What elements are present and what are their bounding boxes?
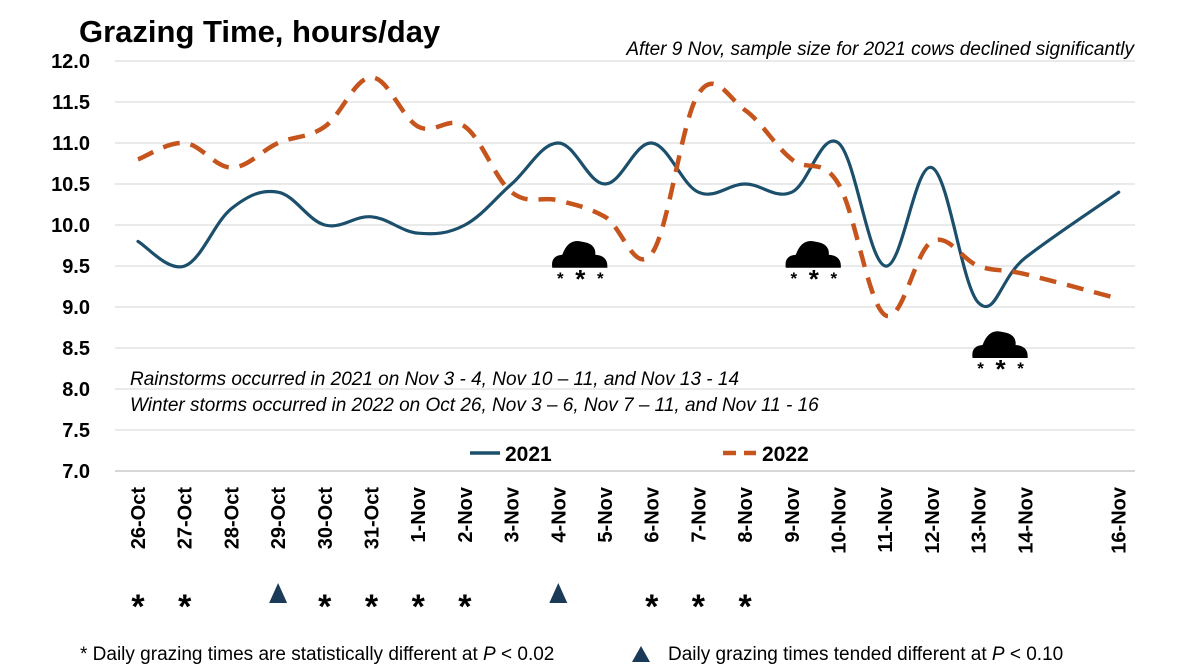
gridlines xyxy=(115,60,1135,472)
triangle-shape xyxy=(549,583,568,603)
x-tick-label: 30-Oct xyxy=(315,487,337,550)
significance-marks: * * * * * * * * * xyxy=(131,583,752,626)
asterisk-icon: * xyxy=(412,588,426,626)
series-lines xyxy=(136,75,1121,319)
chart-subtitle: After 9 Nov, sample size for 2021 cows d… xyxy=(625,39,1135,60)
x-tick-label: 26-Oct xyxy=(128,487,150,550)
y-axis: 7.0 7.5 8.0 8.5 9.0 9.5 10.0 10.5 11.0 11.5 12.0 xyxy=(51,51,90,483)
y-tick-label: 8.0 xyxy=(62,379,90,401)
asterisk-icon: * xyxy=(458,588,472,626)
snow-cloud-icon: * * * xyxy=(972,331,1028,384)
triangle-icon xyxy=(269,583,288,603)
x-tick-label: 2-Nov xyxy=(455,486,477,542)
legend-label-2022: 2022 xyxy=(762,443,809,466)
x-tick-label: 29-Oct xyxy=(268,487,290,550)
y-tick-label: 12.0 xyxy=(51,51,90,73)
y-tick-label: 9.0 xyxy=(62,297,90,319)
series-line-2021 xyxy=(136,139,1121,308)
snowflake-asterisk: * xyxy=(575,264,586,294)
snowflake-asterisk: * xyxy=(597,269,604,288)
y-tick-label: 9.5 xyxy=(62,256,90,278)
annotation-rainstorms: Rainstorms occurred in 2021 on Nov 3 - 4… xyxy=(130,369,739,390)
asterisk-icon: * xyxy=(178,588,192,626)
asterisk-icon: * xyxy=(645,588,659,626)
x-tick-label: 27-Oct xyxy=(175,487,197,550)
legend-label-2021: 2021 xyxy=(505,443,552,466)
y-tick-label: 8.5 xyxy=(62,338,90,360)
x-tick-label: 6-Nov xyxy=(642,486,664,542)
legend: 2021 2022 xyxy=(470,443,809,466)
asterisk-icon: * xyxy=(692,588,706,626)
footnote-triangle-icon xyxy=(632,646,650,662)
snowflake-asterisk: * xyxy=(1017,359,1024,378)
y-tick-label: 10.0 xyxy=(51,215,90,237)
x-tick-label: 3-Nov xyxy=(502,486,524,542)
series-line-2022 xyxy=(137,75,1120,319)
asterisk-icon: * xyxy=(318,588,332,626)
y-tick-label: 7.0 xyxy=(62,461,90,483)
x-tick-label: 12-Nov xyxy=(922,486,944,554)
snowflake-asterisk: * xyxy=(809,264,820,294)
footnote-asterisk: * Daily grazing times are statistically … xyxy=(80,644,554,665)
snowflake-asterisk: * xyxy=(996,354,1007,384)
cloud-shape xyxy=(785,241,841,268)
storm-annotations: Rainstorms occurred in 2021 on Nov 3 - 4… xyxy=(130,369,819,416)
snowflake-asterisk: * xyxy=(830,269,837,288)
x-tick-label: 10-Nov xyxy=(829,486,851,554)
x-tick-label: 28-Oct xyxy=(221,487,243,550)
y-tick-label: 7.5 xyxy=(62,420,90,442)
cloud-shape xyxy=(552,241,608,268)
x-tick-label: 9-Nov xyxy=(782,486,804,542)
x-tick-label: 5-Nov xyxy=(595,486,617,542)
x-tick-label: 31-Oct xyxy=(362,487,384,550)
triangle-icon xyxy=(549,583,568,603)
cloud-shape xyxy=(972,331,1028,358)
footnotes: * Daily grazing times are statistically … xyxy=(80,644,1063,665)
y-tick-label: 10.5 xyxy=(51,174,90,196)
triangle-shape xyxy=(269,583,288,603)
snowflake-asterisk: * xyxy=(790,269,797,288)
asterisk-icon: * xyxy=(365,588,379,626)
x-tick-label: 14-Nov xyxy=(1015,486,1037,554)
asterisk-icon: * xyxy=(131,588,145,626)
storm-icons: * * * * * * * * * xyxy=(552,241,1028,384)
y-tick-label: 11.5 xyxy=(52,92,90,114)
x-tick-label: 4-Nov xyxy=(548,486,570,542)
annotation-winter-storms: Winter storms occurred in 2022 on Oct 26… xyxy=(130,395,819,416)
asterisk-icon: * xyxy=(738,588,752,626)
snow-cloud-icon: * * * xyxy=(785,241,841,294)
x-tick-label: 11-Nov xyxy=(875,486,897,552)
x-tick-label: 7-Nov xyxy=(688,486,710,542)
snowflake-asterisk: * xyxy=(977,359,984,378)
y-tick-label: 11.0 xyxy=(52,133,90,155)
snow-cloud-icon: * * * xyxy=(552,241,608,294)
x-tick-label: 8-Nov xyxy=(735,486,757,542)
x-axis: 26-Oct 27-Oct 28-Oct 29-Oct 30-Oct 31-Oct 1-No… xyxy=(128,486,1131,554)
footnote-triangle: Daily grazing times tended different at … xyxy=(668,644,1063,665)
x-tick-label: 13-Nov xyxy=(969,486,991,554)
snowflake-asterisk: * xyxy=(557,269,564,288)
x-tick-label: 1-Nov xyxy=(408,486,430,542)
x-tick-label: 16-Nov xyxy=(1109,486,1131,554)
chart-title: Grazing Time, hours/day xyxy=(79,14,441,49)
